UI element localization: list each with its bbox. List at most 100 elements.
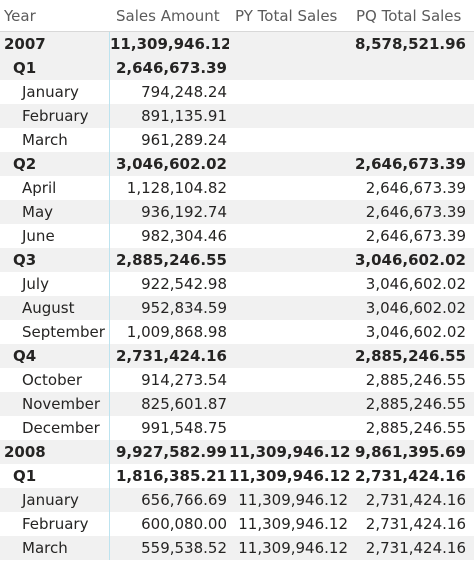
- row-label-cell: December: [0, 416, 110, 440]
- row-label: February: [22, 107, 89, 125]
- header-pq-total-sales[interactable]: PQ Total Sales: [356, 6, 462, 25]
- sales-amount-cell: 794,248.24: [141, 83, 227, 101]
- pq-total-sales-cell: 2,646,673.39: [365, 227, 466, 245]
- month-row: March 961,289.24: [0, 128, 474, 152]
- row-label-cell: Q3: [0, 248, 110, 272]
- month-row: November 825,601.87 2,885,246.55: [0, 392, 474, 416]
- sales-amount-cell: 2,731,424.16: [115, 347, 227, 365]
- sales-amount-cell: 2,646,673.39: [115, 59, 227, 77]
- month-row: July 922,542.98 3,046,602.02: [0, 272, 474, 296]
- pq-total-sales-cell: 9,861,395.69: [354, 443, 466, 461]
- header-sales-amount[interactable]: Sales Amount: [116, 6, 220, 25]
- pq-total-sales-cell: 2,731,424.16: [365, 491, 466, 509]
- row-label-cell: February: [0, 104, 110, 128]
- sales-amount-cell: 961,289.24: [141, 131, 227, 149]
- sales-amount-cell: 1,128,104.82: [126, 179, 227, 197]
- row-label-cell: August: [0, 296, 110, 320]
- sales-amount-cell: 2,885,246.55: [115, 251, 227, 269]
- month-row: September 1,009,868.98 3,046,602.02: [0, 320, 474, 344]
- quarter-row: Q2 3,046,602.02 2,646,673.39: [0, 152, 474, 176]
- row-label-cell: Q1: [0, 464, 110, 488]
- pq-total-sales-cell: 2,731,424.16: [354, 467, 466, 485]
- row-label-cell: March: [0, 536, 110, 560]
- row-label-cell: January: [0, 488, 110, 512]
- quarter-row: Q1 2,646,673.39: [0, 56, 474, 80]
- row-label-cell: May: [0, 200, 110, 224]
- sales-amount-cell: 9,927,582.99: [115, 443, 227, 461]
- pq-total-sales-cell: 2,646,673.39: [365, 203, 466, 221]
- header-py-total-sales[interactable]: PY Total Sales: [235, 6, 338, 25]
- row-label: June: [22, 227, 55, 245]
- year-row: 2007 11,309,946.12 8,578,521.96: [0, 32, 474, 56]
- py-total-sales-cell: 11,309,946.12: [229, 443, 350, 461]
- year-row: 2008 9,927,582.99 11,309,946.12 9,861,395.6…: [0, 440, 474, 464]
- sales-amount-cell: 936,192.74: [141, 203, 227, 221]
- row-label: Q4: [13, 347, 37, 365]
- sales-amount-cell: 1,009,868.98: [126, 323, 227, 341]
- sales-amount-cell: 3,046,602.02: [115, 155, 227, 173]
- row-label-cell: 2008: [0, 440, 110, 464]
- sales-amount-cell: 1,816,385.21: [115, 467, 227, 485]
- row-label: October: [22, 371, 83, 389]
- quarter-row: Q4 2,731,424.16 2,885,246.55: [0, 344, 474, 368]
- sales-amount-cell: 914,273.54: [141, 371, 227, 389]
- month-row: March 559,538.52 11,309,946.12 2,731,424.16: [0, 536, 474, 560]
- pq-total-sales-cell: 2,885,246.55: [354, 347, 466, 365]
- row-label: January: [22, 83, 79, 101]
- row-label-cell: 2007: [0, 32, 110, 56]
- sales-amount-cell: 11,309,946.12: [110, 35, 229, 53]
- row-label: July: [22, 275, 49, 293]
- month-row: October 914,273.54 2,885,246.55: [0, 368, 474, 392]
- pq-total-sales-cell: 3,046,602.02: [365, 275, 466, 293]
- pq-total-sales-cell: 3,046,602.02: [365, 323, 466, 341]
- row-label-cell: Q4: [0, 344, 110, 368]
- pq-total-sales-cell: 3,046,602.02: [365, 299, 466, 317]
- row-label: Q1: [13, 467, 37, 485]
- sales-amount-cell: 952,834.59: [141, 299, 227, 317]
- row-label-cell: January: [0, 80, 110, 104]
- row-label: Q3: [13, 251, 37, 269]
- py-total-sales-cell: 11,309,946.12: [238, 491, 348, 509]
- py-total-sales-cell: 11,309,946.12: [229, 467, 350, 485]
- row-label: 2008: [4, 443, 46, 461]
- month-row: December 991,548.75 2,885,246.55: [0, 416, 474, 440]
- pq-total-sales-cell: 2,885,246.55: [365, 371, 466, 389]
- quarter-row: Q1 1,816,385.21 11,309,946.12 2,731,424.16: [0, 464, 474, 488]
- sales-amount-cell: 825,601.87: [141, 395, 227, 413]
- row-label-cell: October: [0, 368, 110, 392]
- py-total-sales-cell: 11,309,946.12: [238, 515, 348, 533]
- sales-amount-cell: 656,766.69: [141, 491, 227, 509]
- row-label: May: [22, 203, 54, 221]
- month-row: May 936,192.74 2,646,673.39: [0, 200, 474, 224]
- month-row: January 656,766.69 11,309,946.12 2,731,424.…: [0, 488, 474, 512]
- row-label-cell: September: [0, 320, 110, 344]
- row-label-cell: February: [0, 512, 110, 536]
- row-label: September: [22, 323, 105, 341]
- row-label-cell: November: [0, 392, 110, 416]
- sales-amount-cell: 891,135.91: [141, 107, 227, 125]
- quarter-row: Q3 2,885,246.55 3,046,602.02: [0, 248, 474, 272]
- row-label: Q1: [13, 59, 37, 77]
- month-row: January 794,248.24: [0, 80, 474, 104]
- pq-total-sales-cell: 2,646,673.39: [354, 155, 466, 173]
- row-label-cell: June: [0, 224, 110, 248]
- row-label-cell: March: [0, 128, 110, 152]
- pq-total-sales-cell: 8,578,521.96: [354, 35, 466, 53]
- sales-amount-cell: 922,542.98: [141, 275, 227, 293]
- row-label: March: [22, 539, 68, 557]
- pq-total-sales-cell: 2,646,673.39: [365, 179, 466, 197]
- matrix-header: Year Sales Amount PY Total Sales PQ Tota…: [0, 0, 474, 32]
- row-label: 2007: [4, 35, 46, 53]
- month-row: February 600,080.00 11,309,946.12 2,731,424…: [0, 512, 474, 536]
- pq-total-sales-cell: 2,731,424.16: [365, 515, 466, 533]
- month-row: April 1,128,104.82 2,646,673.39: [0, 176, 474, 200]
- month-row: June 982,304.46 2,646,673.39: [0, 224, 474, 248]
- month-row: February 891,135.91: [0, 104, 474, 128]
- pq-total-sales-cell: 2,885,246.55: [365, 395, 466, 413]
- pq-total-sales-cell: 3,046,602.02: [354, 251, 466, 269]
- row-label: April: [22, 179, 57, 197]
- sales-amount-cell: 559,538.52: [141, 539, 227, 557]
- header-year[interactable]: Year: [4, 6, 36, 25]
- pq-total-sales-cell: 2,885,246.55: [365, 419, 466, 437]
- row-label: January: [22, 491, 79, 509]
